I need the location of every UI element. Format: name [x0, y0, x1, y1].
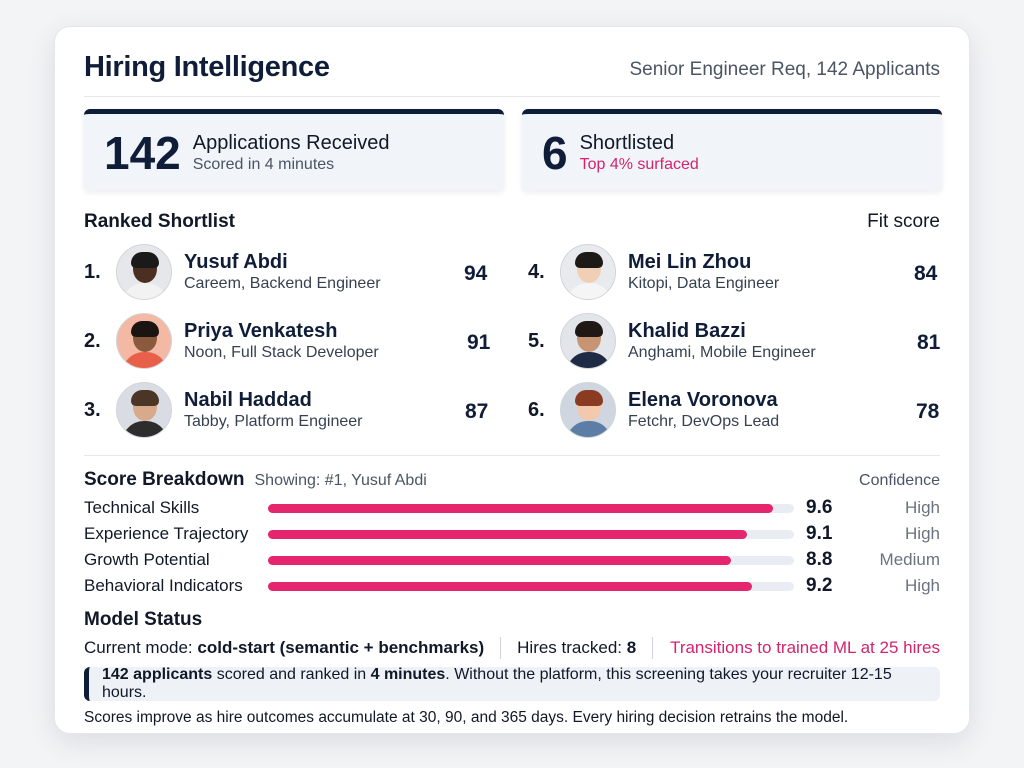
candidate-fit-score: 81 [917, 331, 941, 354]
transition-note: Transitions to trained ML at 25 hires [670, 638, 940, 657]
candidate-rank: 2. [84, 329, 101, 352]
score-label: Growth Potential [84, 550, 210, 569]
header: Hiring Intelligence Senior Engineer Req,… [84, 27, 940, 97]
candidate-name: Nabil Haddad [184, 389, 312, 411]
stat-shortlisted-number: 6 [542, 126, 568, 179]
candidate-name: Khalid Bazzi [628, 320, 746, 342]
candidate-rank: 4. [528, 260, 545, 283]
score-bar-fill [268, 555, 731, 565]
mode-label: Current mode: [84, 638, 193, 657]
candidate-name: Yusuf Abdi [184, 251, 288, 273]
candidate-name: Mei Lin Zhou [628, 251, 752, 273]
candidate-name: Priya Venkatesh [184, 320, 338, 342]
candidate-row[interactable]: 4. Mei Lin Zhou Kitopi, Data Engineer [528, 243, 779, 301]
score-bar-track [268, 581, 794, 591]
candidate-row[interactable]: 2. Priya Venkatesh Noon, Full Stack Deve… [84, 312, 379, 370]
score-confidence: Medium [879, 550, 940, 569]
shortlist-title: Ranked Shortlist [84, 211, 235, 232]
avatar [116, 382, 172, 438]
stat-shortlisted: 6 Shortlisted Top 4% surfaced [522, 109, 942, 191]
candidate-row[interactable]: 1. Yusuf Abdi Careem, Backend Engineer [84, 243, 381, 301]
callout-duration: 4 minutes [370, 666, 446, 683]
candidate-role: Careem, Backend Engineer [184, 275, 381, 292]
score-bar-fill [268, 503, 773, 513]
candidate-fit-score: 94 [464, 262, 488, 285]
model-status-row: Current mode: cold-start (semantic + ben… [84, 635, 940, 661]
hiring-card: Hiring Intelligence Senior Engineer Req,… [54, 26, 970, 734]
model-status-title: Model Status [84, 609, 203, 630]
hires-label: Hires tracked: [517, 638, 623, 657]
status-separator [500, 637, 502, 659]
avatar [116, 313, 172, 369]
score-confidence: High [905, 498, 940, 517]
avatar [560, 244, 616, 300]
score-value: 9.2 [806, 575, 833, 596]
score-row: Growth Potential 8.8 Medium [84, 547, 940, 573]
score-confidence: High [905, 576, 940, 595]
stat-shortlisted-label: Shortlisted [579, 131, 675, 154]
candidate-row[interactable]: 5. Khalid Bazzi Anghami, Mobile Engineer [528, 312, 816, 370]
page-title: Hiring Intelligence [84, 51, 330, 83]
score-confidence: High [905, 524, 940, 543]
candidate-rank: 6. [528, 398, 545, 421]
candidate-fit-score: 91 [467, 331, 491, 354]
candidate-rank: 3. [84, 398, 101, 421]
score-bar-track [268, 503, 794, 513]
score-value: 9.6 [806, 497, 833, 518]
candidate-fit-score: 78 [916, 400, 940, 423]
score-label: Behavioral Indicators [84, 576, 243, 595]
score-bar-fill [268, 529, 747, 539]
avatar [560, 382, 616, 438]
score-bar-track [268, 529, 794, 539]
score-value: 9.1 [806, 523, 833, 544]
candidate-role: Anghami, Mobile Engineer [628, 344, 816, 361]
candidate-rank: 1. [84, 260, 101, 283]
candidate-row[interactable]: 6. Elena Voronova Fetchr, DevOps Lead [528, 381, 779, 439]
summary-callout: 142 applicants scored and ranked in 4 mi… [84, 666, 940, 701]
footnote: Scores improve as hire outcomes accumula… [84, 709, 849, 726]
candidate-role: Kitopi, Data Engineer [628, 275, 780, 292]
stat-applications-number: 142 [104, 126, 181, 179]
fit-score-label: Fit score [867, 211, 940, 232]
stat-applications-label: Applications Received [192, 131, 390, 154]
candidate-rank: 5. [528, 329, 545, 352]
candidate-role: Fetchr, DevOps Lead [628, 413, 780, 430]
stat-applications-sub: Scored in 4 minutes [192, 155, 335, 173]
breakdown-header: Score Breakdown Showing: #1, Yusuf Abdi … [84, 469, 940, 491]
section-divider [84, 455, 940, 456]
score-label: Experience Trajectory [84, 524, 249, 543]
mode-value: cold-start (semantic + benchmarks) [197, 638, 485, 657]
candidate-name: Elena Voronova [628, 389, 778, 411]
confidence-header: Confidence [859, 472, 940, 489]
callout-text: . Without the platform, this screening t… [102, 666, 892, 701]
shortlist-header: Ranked Shortlist Fit score [84, 211, 940, 233]
stat-applications: 142 Applications Received Scored in 4 mi… [84, 109, 504, 191]
breakdown-title: Score Breakdown [84, 469, 245, 490]
callout-applicants: 142 applicants [102, 666, 213, 683]
candidate-fit-score: 87 [465, 400, 489, 423]
score-value: 8.8 [806, 549, 833, 570]
candidate-role: Noon, Full Stack Developer [184, 344, 379, 361]
candidate-row[interactable]: 3. Nabil Haddad Tabby, Platform Engineer [84, 381, 362, 439]
avatar [560, 313, 616, 369]
stat-shortlisted-sub: Top 4% surfaced [579, 155, 699, 173]
avatar [116, 244, 172, 300]
page-subtitle: Senior Engineer Req, 142 Applicants [629, 59, 940, 80]
score-row: Technical Skills 9.6 High [84, 495, 940, 521]
score-bar-fill [268, 581, 752, 591]
score-bar-track [268, 555, 794, 565]
score-row: Behavioral Indicators 9.2 High [84, 573, 940, 599]
candidate-fit-score: 84 [914, 262, 938, 285]
candidate-role: Tabby, Platform Engineer [184, 413, 363, 430]
score-row: Experience Trajectory 9.1 High [84, 521, 940, 547]
score-label: Technical Skills [84, 498, 200, 517]
breakdown-showing: Showing: #1, Yusuf Abdi [254, 472, 427, 489]
callout-text: scored and ranked in [212, 666, 371, 683]
hires-value: 8 [626, 638, 637, 657]
status-separator [652, 637, 654, 659]
